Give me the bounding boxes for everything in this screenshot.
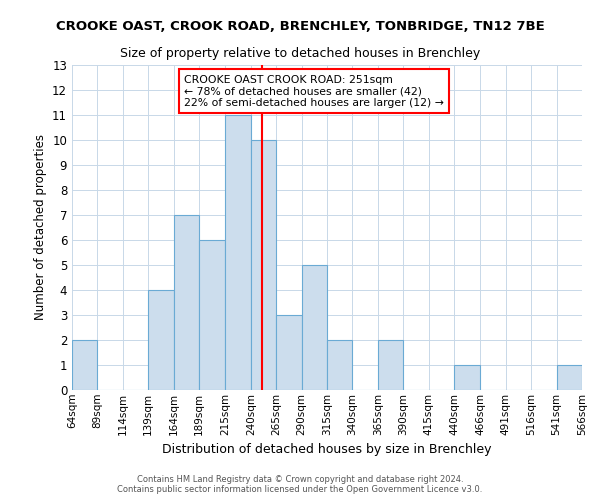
Bar (199, 240, 226, 390)
Bar (148, 290, 173, 390)
Bar (302, 265, 327, 390)
Bar (72, 340, 97, 390)
Bar (276, 315, 302, 390)
Text: Contains public sector information licensed under the Open Government Licence v3: Contains public sector information licen… (118, 485, 482, 494)
Text: CROOKE OAST, CROOK ROAD, BRENCHLEY, TONBRIDGE, TN12 7BE: CROOKE OAST, CROOK ROAD, BRENCHLEY, TONB… (56, 20, 544, 33)
Text: Size of property relative to detached houses in Brenchley: Size of property relative to detached ho… (120, 48, 480, 60)
Y-axis label: Number of detached properties: Number of detached properties (34, 134, 47, 320)
Text: Contains HM Land Registry data © Crown copyright and database right 2024.: Contains HM Land Registry data © Crown c… (137, 475, 463, 484)
Bar (378, 340, 403, 390)
X-axis label: Distribution of detached houses by size in Brenchley: Distribution of detached houses by size … (162, 443, 492, 456)
Bar (173, 215, 199, 390)
Bar (454, 365, 481, 390)
Bar (226, 115, 251, 390)
Bar (327, 340, 352, 390)
Text: CROOKE OAST CROOK ROAD: 251sqm
← 78% of detached houses are smaller (42)
22% of : CROOKE OAST CROOK ROAD: 251sqm ← 78% of … (184, 74, 444, 108)
Bar (251, 140, 276, 390)
Bar (557, 365, 582, 390)
